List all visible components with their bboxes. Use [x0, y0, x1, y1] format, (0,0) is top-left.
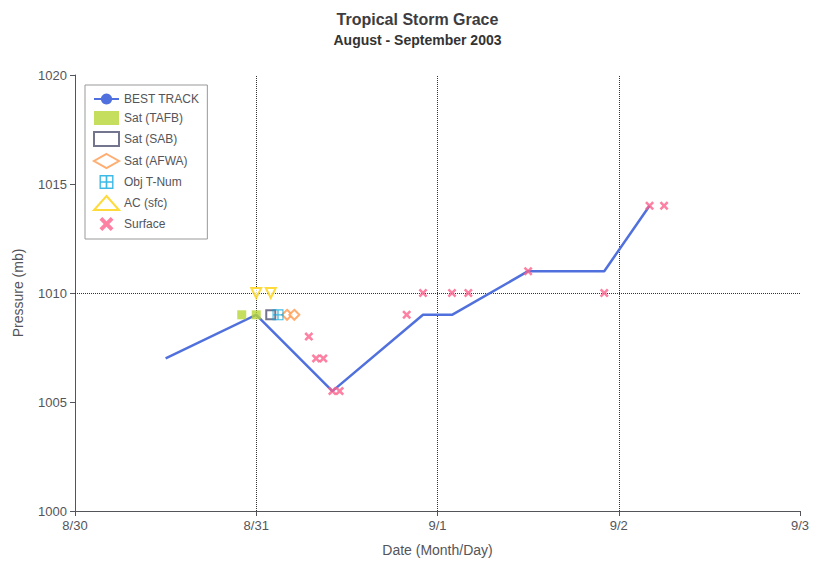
svg-text:Pressure (mb): Pressure (mb)	[10, 249, 26, 338]
svg-text:Sat (AFWA): Sat (AFWA)	[124, 154, 188, 168]
svg-text:Surface: Surface	[124, 217, 166, 231]
svg-text:1000: 1000	[38, 504, 67, 519]
svg-text:8/31: 8/31	[244, 518, 269, 533]
svg-text:AC (sfc): AC (sfc)	[124, 196, 167, 210]
svg-text:Sat (SAB): Sat (SAB)	[124, 132, 177, 146]
svg-text:1010: 1010	[38, 286, 67, 301]
svg-text:Tropical Storm Grace: Tropical Storm Grace	[337, 11, 499, 28]
svg-text:BEST TRACK: BEST TRACK	[124, 92, 199, 106]
svg-text:Date (Month/Day): Date (Month/Day)	[382, 542, 492, 558]
svg-text:Obj T-Num: Obj T-Num	[124, 175, 182, 189]
svg-text:1020: 1020	[38, 68, 67, 83]
svg-text:1015: 1015	[38, 177, 67, 192]
svg-text:9/2: 9/2	[610, 518, 628, 533]
svg-text:1005: 1005	[38, 395, 67, 410]
svg-text:8/30: 8/30	[62, 518, 87, 533]
svg-text:9/3: 9/3	[791, 518, 809, 533]
svg-text:9/1: 9/1	[428, 518, 446, 533]
svg-text:Sat (TAFB): Sat (TAFB)	[124, 111, 183, 125]
svg-text:August - September 2003: August - September 2003	[333, 32, 501, 48]
